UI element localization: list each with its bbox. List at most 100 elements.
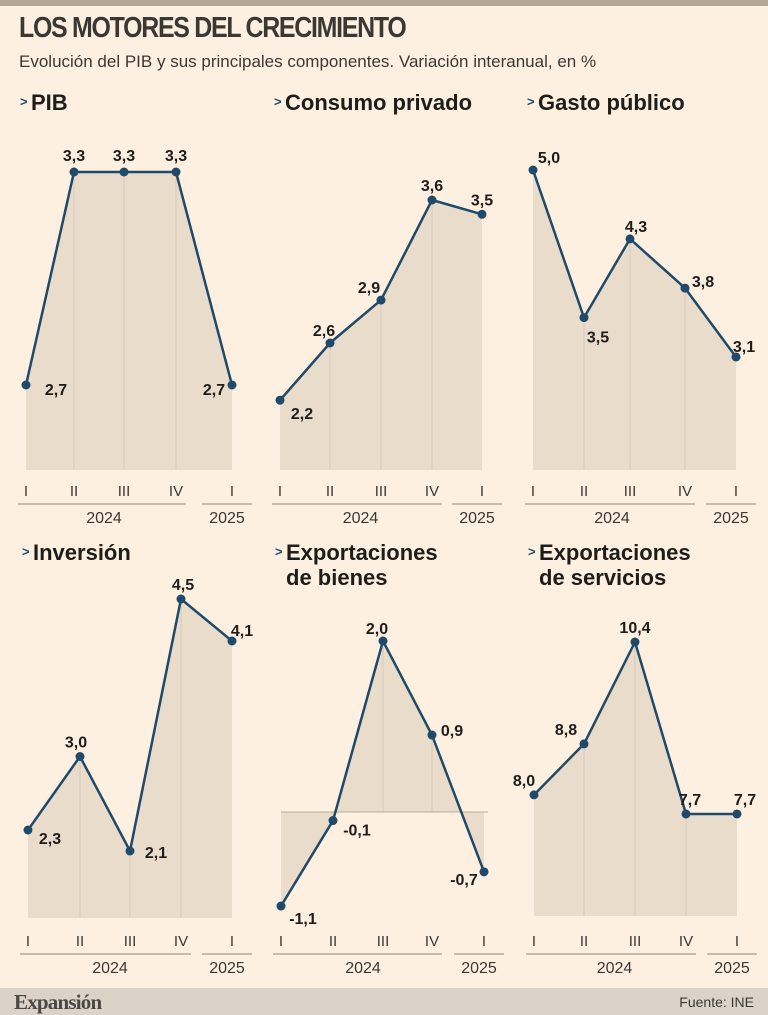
data-label: 3,5 xyxy=(587,330,609,347)
panel-title: Inversión xyxy=(33,540,131,565)
year-label: 2024 xyxy=(86,510,122,527)
data-label: 3,3 xyxy=(113,148,135,165)
data-point xyxy=(276,901,286,911)
year-label: 2025 xyxy=(714,960,750,977)
x-tick-label: II xyxy=(329,933,337,950)
data-label: 2,2 xyxy=(291,406,313,423)
panel-title: Exportaciones xyxy=(286,540,438,565)
x-tick-label: III xyxy=(124,933,137,950)
data-label: 7,7 xyxy=(734,792,756,809)
data-point xyxy=(528,165,538,175)
year-label: 2024 xyxy=(345,960,381,977)
year-label: 2025 xyxy=(713,510,749,527)
data-point xyxy=(119,167,129,177)
x-tick-label: II xyxy=(580,483,588,500)
page-title: LOS MOTORES DEL CRECIMIENTO xyxy=(19,12,407,44)
x-tick-label: II xyxy=(580,933,588,950)
year-label: 2024 xyxy=(597,960,633,977)
data-point xyxy=(479,867,489,877)
data-point xyxy=(325,338,335,348)
data-point xyxy=(680,283,690,293)
data-point xyxy=(171,167,181,177)
panel-title: Gasto público xyxy=(538,90,685,115)
data-point xyxy=(21,380,31,390)
data-label: 5,0 xyxy=(538,150,560,167)
x-tick-label: III xyxy=(377,933,390,950)
data-label: 3,3 xyxy=(63,148,85,165)
page-subtitle: Evolución del PIB y sus principales comp… xyxy=(19,52,597,71)
data-point xyxy=(275,395,285,405)
data-point xyxy=(125,846,135,856)
x-tick-label: III xyxy=(118,483,131,500)
year-label: 2024 xyxy=(594,510,630,527)
data-point xyxy=(732,809,742,819)
data-point xyxy=(227,380,237,390)
data-label: 8,0 xyxy=(513,773,535,790)
panel-title: PIB xyxy=(31,90,68,115)
data-point xyxy=(681,809,691,819)
x-tick-label: III xyxy=(624,483,637,500)
data-label: 4,3 xyxy=(625,219,647,236)
data-label: 4,1 xyxy=(231,623,253,640)
x-tick-label: II xyxy=(70,483,78,500)
data-point xyxy=(378,636,388,646)
data-label: 10,4 xyxy=(619,620,650,637)
data-point xyxy=(427,730,437,740)
data-label: 0,9 xyxy=(441,723,463,740)
data-label: -1,1 xyxy=(289,911,317,928)
x-tick-label: IV xyxy=(679,933,693,950)
panel-title: Consumo privado xyxy=(285,90,472,115)
x-tick-label: I xyxy=(531,483,535,500)
x-tick-label: IV xyxy=(174,933,188,950)
data-point xyxy=(176,594,186,604)
year-label: 2025 xyxy=(209,510,245,527)
area-fill xyxy=(533,170,736,470)
data-label: 2,1 xyxy=(145,845,167,862)
data-label: 2,9 xyxy=(358,280,380,297)
chevron-right-icon: > xyxy=(528,544,536,559)
chevron-right-icon: > xyxy=(274,94,282,109)
x-tick-label: II xyxy=(326,483,334,500)
data-label: 2,7 xyxy=(203,382,225,399)
data-label: 8,8 xyxy=(555,722,577,739)
data-label: 3,6 xyxy=(421,178,443,195)
data-label: 2,0 xyxy=(366,621,388,638)
chevron-right-icon: > xyxy=(527,94,535,109)
data-point xyxy=(477,209,487,219)
x-tick-label: I xyxy=(230,933,234,950)
x-tick-label: I xyxy=(24,483,28,500)
data-label: -0,1 xyxy=(343,823,371,840)
panel-title: de bienes xyxy=(286,565,387,590)
x-tick-label: I xyxy=(734,483,738,500)
x-tick-label: I xyxy=(278,483,282,500)
data-label: 3,3 xyxy=(165,148,187,165)
data-point xyxy=(427,195,437,205)
data-point xyxy=(731,352,741,362)
panel-title: de servicios xyxy=(539,565,666,590)
data-point xyxy=(328,816,338,826)
x-tick-label: II xyxy=(76,933,84,950)
x-tick-label: I xyxy=(480,483,484,500)
data-point xyxy=(23,825,33,835)
year-label: 2024 xyxy=(343,510,379,527)
top-bar xyxy=(0,0,768,6)
x-tick-label: IV xyxy=(678,483,692,500)
x-tick-label: I xyxy=(26,933,30,950)
data-label: 3,8 xyxy=(692,274,714,291)
data-point xyxy=(630,637,640,647)
data-point xyxy=(69,167,79,177)
chevron-right-icon: > xyxy=(20,94,28,109)
area-fill xyxy=(26,172,232,470)
x-tick-label: I xyxy=(230,483,234,500)
data-label: 3,5 xyxy=(471,192,493,209)
data-label: 3,1 xyxy=(733,339,755,356)
expansion-logo: Expansión xyxy=(14,990,102,1014)
year-label: 2025 xyxy=(459,510,495,527)
x-tick-label: I xyxy=(482,933,486,950)
data-point xyxy=(75,752,85,761)
